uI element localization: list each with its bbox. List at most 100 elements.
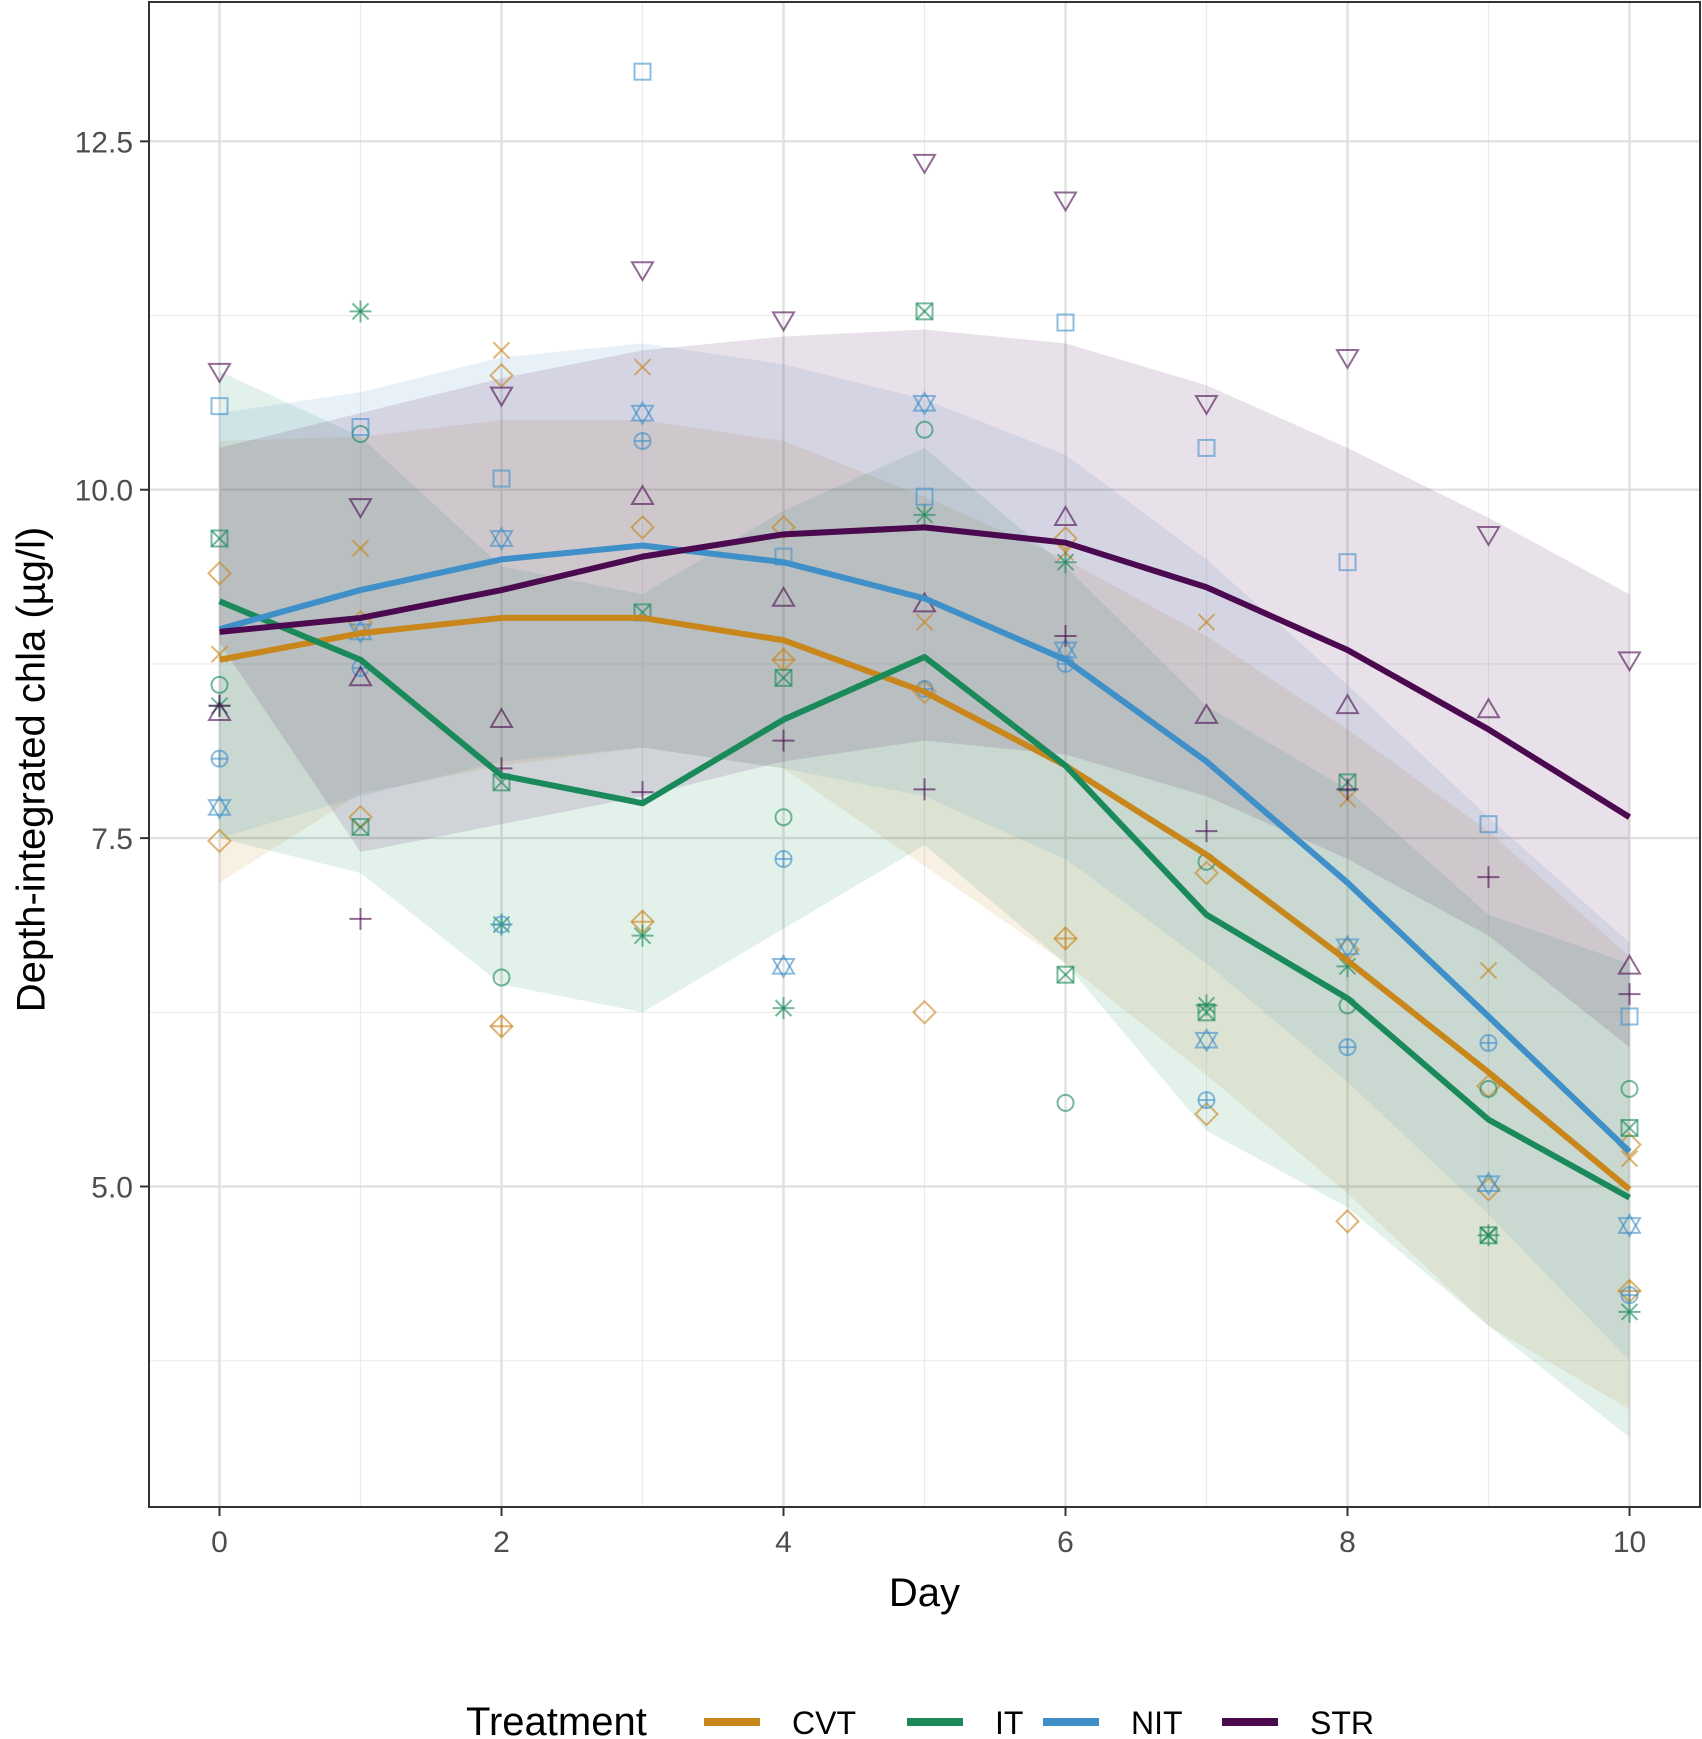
point-str <box>1335 693 1360 715</box>
ribbon-cvt <box>219 420 1630 1410</box>
point-cvt <box>1194 860 1219 886</box>
point-it <box>1620 1079 1639 1098</box>
point-str <box>1053 191 1078 213</box>
point-str <box>630 261 655 283</box>
series-line-cvt <box>218 614 1632 1192</box>
point-it <box>351 817 370 836</box>
point-it <box>210 529 229 548</box>
point-str <box>1336 778 1359 801</box>
point-nit <box>1476 1171 1501 1197</box>
x-tick-label: 4 <box>775 1526 792 1559</box>
point-it <box>1056 1093 1075 1112</box>
point-nit <box>1479 1033 1498 1052</box>
x-tick-label: 0 <box>211 1526 228 1559</box>
panel-border <box>148 1 1701 1508</box>
legend-label-nit: NIT <box>1131 1705 1183 1739</box>
point-nit <box>630 400 655 426</box>
point-nit <box>1338 1038 1357 1057</box>
x-axis-title: Day <box>889 1571 960 1615</box>
point-nit <box>1056 313 1075 332</box>
point-it <box>774 808 793 827</box>
point-cvt <box>1197 613 1216 631</box>
point-it <box>1056 965 1075 984</box>
x-tick-label: 6 <box>1057 1526 1074 1559</box>
point-cvt <box>207 560 232 586</box>
point-str <box>1335 348 1360 370</box>
point-str <box>1617 651 1642 673</box>
point-it <box>1479 1079 1498 1098</box>
legend: Treatment CVT IT NIT STR <box>466 1700 1374 1739</box>
point-cvt <box>1053 926 1078 951</box>
point-cvt <box>1053 526 1078 551</box>
point-str <box>1618 983 1641 1006</box>
y-tick-label: 5.0 <box>91 1171 133 1204</box>
series-line-nit <box>218 542 1632 1154</box>
point-str <box>1054 625 1077 648</box>
point-it <box>1197 1003 1216 1022</box>
point-str <box>1195 820 1218 843</box>
point-cvt <box>492 341 511 360</box>
point-cvt <box>207 828 232 854</box>
point-it <box>1477 1224 1500 1247</box>
point-str <box>207 362 232 384</box>
point-str <box>1476 697 1501 719</box>
point-nit <box>210 397 229 416</box>
point-str <box>1053 505 1078 526</box>
x-tick-label: 10 <box>1613 1526 1646 1559</box>
point-it <box>631 924 654 947</box>
x-tick-label: 2 <box>493 1526 510 1559</box>
point-it <box>774 668 793 687</box>
point-cvt <box>489 1013 514 1039</box>
axes: 0 2 4 6 8 10 5.0 7.5 10.0 12.5 <box>75 126 1647 1559</box>
point-cvt <box>912 999 937 1025</box>
point-str <box>630 484 655 506</box>
point-str <box>208 694 231 717</box>
point-it <box>492 968 511 987</box>
point-str <box>1194 394 1219 416</box>
point-cvt <box>915 613 934 631</box>
point-str <box>912 153 937 175</box>
point-str <box>1617 953 1642 975</box>
point-nit <box>1338 553 1357 572</box>
point-nit <box>1335 934 1360 960</box>
point-it <box>1618 1300 1641 1323</box>
series-line-str <box>219 524 1632 820</box>
point-cvt <box>630 514 655 540</box>
point-nit <box>915 487 934 506</box>
legend-label-it: IT <box>995 1705 1023 1739</box>
point-str <box>489 707 514 729</box>
point-str <box>913 778 936 801</box>
point-str <box>1477 866 1500 889</box>
point-it <box>1620 1118 1639 1137</box>
point-it <box>915 420 934 439</box>
point-it <box>915 302 934 321</box>
point-nit <box>1620 1286 1639 1305</box>
point-cvt <box>1479 961 1498 980</box>
point-cvt <box>633 358 652 376</box>
point-cvt <box>771 514 796 540</box>
point-nit <box>633 431 652 450</box>
point-it <box>1054 551 1077 574</box>
point-cvt <box>351 539 370 557</box>
series-line-it <box>218 598 1631 1201</box>
point-nit <box>351 418 370 437</box>
point-nit <box>1197 438 1216 457</box>
point-str <box>631 781 654 804</box>
x-tick-label: 8 <box>1339 1526 1356 1559</box>
point-nit <box>633 62 652 81</box>
point-nit <box>1197 1091 1216 1110</box>
point-nit <box>1479 815 1498 834</box>
point-cvt <box>1620 1149 1639 1168</box>
point-cvt <box>1194 1101 1219 1127</box>
point-cvt <box>1335 1208 1360 1234</box>
point-nit <box>492 915 511 934</box>
point-it <box>210 675 229 694</box>
point-str <box>348 498 373 519</box>
y-tick-label: 7.5 <box>91 823 133 856</box>
legend-title: Treatment <box>466 1700 647 1739</box>
point-it <box>349 300 372 323</box>
point-nit <box>489 526 514 551</box>
point-nit <box>774 850 793 869</box>
y-tick-label: 10.0 <box>75 475 133 508</box>
